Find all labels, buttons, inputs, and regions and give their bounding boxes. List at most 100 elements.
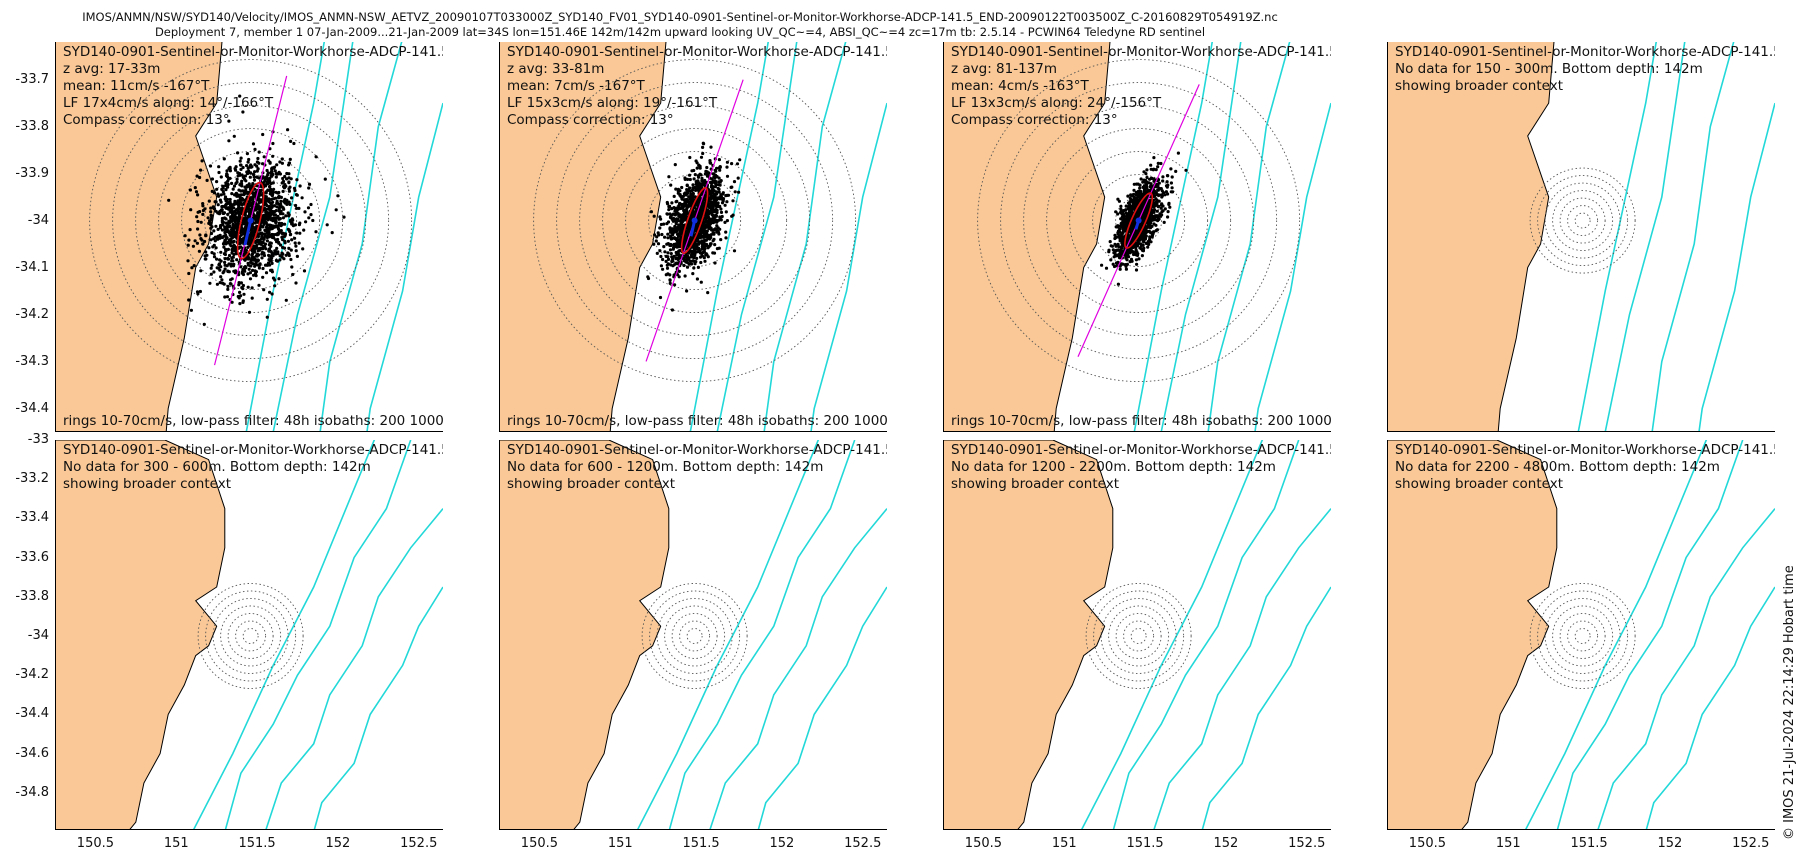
y-tick-label: -34.1 bbox=[15, 259, 49, 275]
ring-70 bbox=[533, 59, 857, 383]
scatter-point bbox=[675, 245, 679, 249]
panel-annotation-line: Compass correction: 13° bbox=[507, 112, 674, 128]
scatter-point bbox=[1116, 248, 1120, 252]
scatter-point bbox=[1149, 163, 1153, 167]
scatter-point bbox=[683, 208, 687, 212]
scatter-point bbox=[186, 243, 190, 247]
scatter-point bbox=[708, 211, 713, 215]
scatter-point bbox=[208, 164, 213, 168]
scatter-point bbox=[199, 168, 203, 172]
scatter-point bbox=[203, 239, 207, 244]
scatter-point bbox=[245, 152, 249, 156]
scatter-point bbox=[670, 213, 674, 217]
scatter-point bbox=[709, 145, 713, 149]
scatter-point bbox=[1118, 264, 1122, 268]
scatter-point bbox=[730, 214, 734, 218]
scatter-point bbox=[314, 155, 318, 159]
scatter-point bbox=[253, 263, 257, 267]
scatter-point bbox=[731, 199, 735, 203]
panel-annotation-line: SYD140-0901-Sentinel-or-Monitor-Workhors… bbox=[1395, 442, 1775, 458]
x-tick-label: 151.5 bbox=[1126, 836, 1164, 851]
scatter-point bbox=[1157, 217, 1161, 221]
scatter-point bbox=[1154, 229, 1158, 233]
scatter-point bbox=[1141, 185, 1145, 189]
land-area bbox=[943, 440, 1114, 830]
scatter-point bbox=[231, 187, 235, 191]
scatter-point bbox=[242, 253, 246, 257]
panel-annotation-line: SYD140-0901-Sentinel-or-Monitor-Workhors… bbox=[63, 442, 443, 458]
scatter-point bbox=[223, 230, 227, 235]
isobath-200 bbox=[1524, 440, 1708, 830]
scatter-point bbox=[703, 216, 708, 220]
scatter-point bbox=[235, 258, 239, 262]
scatter-point bbox=[260, 236, 264, 241]
scatter-point bbox=[652, 242, 656, 246]
scatter-point bbox=[255, 203, 259, 207]
scatter-point bbox=[265, 297, 269, 301]
scatter-point bbox=[219, 265, 223, 269]
scatter-point bbox=[195, 241, 199, 245]
scatter-point bbox=[680, 226, 684, 230]
scatter-point bbox=[229, 278, 233, 282]
scatter-point bbox=[218, 211, 222, 215]
scatter-point bbox=[256, 234, 260, 239]
scatter-point bbox=[271, 141, 275, 146]
variance-ellipse bbox=[680, 187, 709, 255]
scatter-point bbox=[724, 230, 728, 234]
mean-velocity-dot bbox=[691, 217, 698, 224]
scatter-point bbox=[658, 249, 662, 253]
scatter-point bbox=[217, 194, 221, 198]
scatter-point bbox=[281, 212, 285, 216]
scatter-point bbox=[278, 172, 282, 176]
scatter-point bbox=[236, 151, 240, 155]
scatter-point bbox=[1142, 246, 1146, 250]
ring-40 bbox=[664, 605, 726, 667]
ring-40 bbox=[602, 128, 788, 314]
scatter-point bbox=[716, 201, 720, 205]
scatter-point bbox=[1110, 244, 1114, 248]
scatter-point bbox=[268, 192, 272, 196]
scatter-point bbox=[725, 174, 730, 178]
ring-70 bbox=[1529, 167, 1636, 274]
scatter-point bbox=[1166, 215, 1170, 219]
scatter-point bbox=[243, 185, 247, 189]
scatter-point bbox=[281, 238, 285, 242]
scatter-point bbox=[221, 190, 225, 194]
scatter-point bbox=[214, 246, 218, 250]
scatter-point bbox=[309, 213, 313, 217]
ring-10 bbox=[1574, 628, 1591, 644]
scatter-point bbox=[729, 185, 733, 189]
scatter-point bbox=[1159, 206, 1163, 210]
scatter-point bbox=[1166, 210, 1170, 214]
scatter-point bbox=[225, 295, 230, 299]
scatter-point bbox=[228, 242, 232, 246]
scatter-point bbox=[680, 185, 684, 190]
scatter-point bbox=[1170, 186, 1174, 190]
scatter-point bbox=[693, 262, 697, 266]
x-tick-label: 151 bbox=[607, 836, 633, 851]
scatter-point bbox=[334, 208, 338, 212]
y-tick-label: -34.4 bbox=[15, 706, 49, 722]
scatter-point bbox=[697, 240, 701, 244]
scatter-point bbox=[652, 214, 656, 218]
x-tick-label: 152.5 bbox=[1288, 836, 1326, 851]
panel-annotation-line: LF 13x3cm/s along: 24°/-156°T bbox=[951, 95, 1162, 111]
scatter-point bbox=[252, 256, 256, 260]
scatter-point bbox=[220, 219, 224, 223]
isobath-4000 bbox=[1254, 102, 1331, 432]
scatter-point bbox=[1142, 200, 1146, 204]
scatter-point bbox=[682, 263, 686, 268]
scatter-point bbox=[203, 254, 207, 258]
scatter-point bbox=[234, 168, 238, 172]
scatter-point bbox=[676, 252, 680, 256]
scatter-point bbox=[261, 162, 265, 166]
scatter-point bbox=[1139, 207, 1143, 211]
x-tick-label: 152.5 bbox=[400, 836, 438, 851]
scatter-point bbox=[228, 169, 232, 173]
scatter-point bbox=[219, 200, 223, 204]
scatter-point bbox=[221, 271, 225, 275]
scatter-point bbox=[266, 263, 270, 267]
scatter-point bbox=[209, 206, 213, 210]
panel-annotation-line: z avg: 81-137m bbox=[951, 61, 1057, 77]
y-tick-label: -34.8 bbox=[15, 784, 49, 800]
